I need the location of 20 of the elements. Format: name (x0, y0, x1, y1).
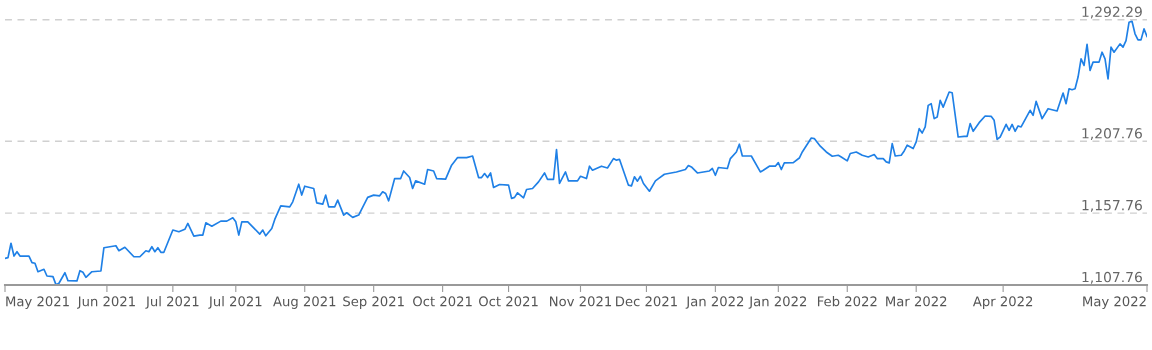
x-tick-label: Jan 2022 (685, 296, 744, 309)
x-tick-label: Sep 2021 (343, 296, 404, 309)
x-tick-label: May 2022 (1083, 296, 1146, 309)
x-tick-label: Dec 2021 (616, 296, 677, 307)
x-tick-label: Apr 2022 (972, 296, 1033, 309)
x-tick-label: Jan 2022 (748, 296, 807, 309)
x-tick-label: Jul 2021 (208, 296, 262, 309)
x-tick-label: Nov 2021 (550, 296, 612, 307)
y-tick-label: 1,292.29 (1082, 6, 1142, 19)
x-tick-label: Oct 2021 (413, 296, 472, 307)
y-tick-label: 1,157.76 (1082, 199, 1142, 212)
y-tick-label: 1,207.76 (1082, 128, 1142, 140)
x-tick-label: May 2021 (6, 296, 69, 309)
x-tick-label: Mar 2022 (886, 296, 947, 307)
x-tick-label: Jun 2021 (77, 296, 135, 309)
x-tick-label: Oct 2021 (479, 296, 538, 307)
x-tick-label: Feb 2022 (817, 296, 877, 307)
x-tick-label: Aug 2021 (273, 296, 336, 309)
x-tick-label: Jul 2021 (145, 296, 199, 309)
y-tick-label: 1,107.76 (1082, 271, 1142, 284)
